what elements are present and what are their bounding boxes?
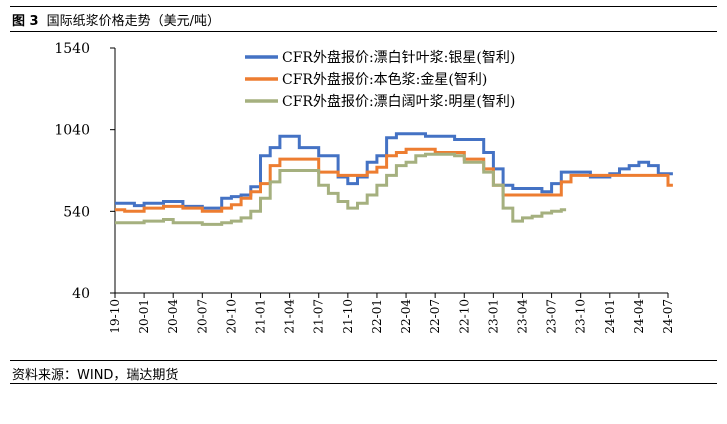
x-tick-label: 23-01 [486,299,500,334]
x-tick-label: 20-07 [195,299,209,334]
x-tick-label: 24-07 [661,299,675,334]
y-tick-label: 540 [63,204,90,220]
figure-title-bar: 图 3 国际纸浆价格走势（美元/吨） [10,6,717,32]
figure-number: 图 3 [12,14,39,29]
x-tick-label: 23-10 [574,299,588,334]
chart-legend: CFR外盘报价:漂白针叶浆:银星(智利) CFR外盘报价:本色浆:金星(智利) CF… [245,49,515,110]
x-tick-label: 19-10 [108,299,122,334]
figure-title-text: 国际纸浆价格走势（美元/吨） [46,14,220,29]
x-tick-label: 23-04 [515,299,529,334]
x-tick-label: 24-04 [632,299,646,334]
x-tick-label: 21-10 [341,299,355,334]
x-tick-label: 21-01 [254,299,268,334]
x-axis-ticks: 19-10 20-01 20-04 20-07 20-10 21-01 21-04 21-07… [108,293,675,334]
y-tick-label: 1540 [54,41,90,57]
x-tick-label: 24-01 [603,299,617,334]
x-tick-label: 23-07 [545,299,559,334]
chart-axes [114,48,668,294]
figure-title: 图 3 国际纸浆价格走势（美元/吨） [12,10,220,29]
y-axis-ticks: 1540 1040 540 40 [54,41,115,302]
x-tick-label: 22-01 [370,299,384,334]
legend-label-0: CFR外盘报价:漂白针叶浆:银星(智利) [282,49,515,66]
source-bar: 资料来源：WIND，瑞达期货 [10,360,717,384]
series-line-2 [115,152,567,226]
x-tick-label: 22-10 [457,299,471,334]
series-line-0 [115,132,673,210]
source-note: 资料来源：WIND，瑞达期货 [12,368,179,383]
x-tick-label: 20-04 [166,299,180,334]
x-tick-label: 22-04 [399,299,413,334]
x-tick-label: 21-07 [312,299,326,334]
y-tick-label: 1040 [54,123,90,139]
series-line-1 [115,147,673,213]
y-tick-label: 40 [72,286,90,302]
legend-label-1: CFR外盘报价:本色浆:金星(智利) [282,71,487,88]
x-tick-label: 21-04 [283,299,297,334]
x-tick-label: 22-07 [428,299,442,334]
x-tick-label: 20-10 [224,299,238,334]
series-lines [115,132,673,226]
x-tick-label: 20-01 [137,299,151,334]
legend-label-2: CFR外盘报价:漂白阔叶浆:明星(智利) [282,93,515,110]
